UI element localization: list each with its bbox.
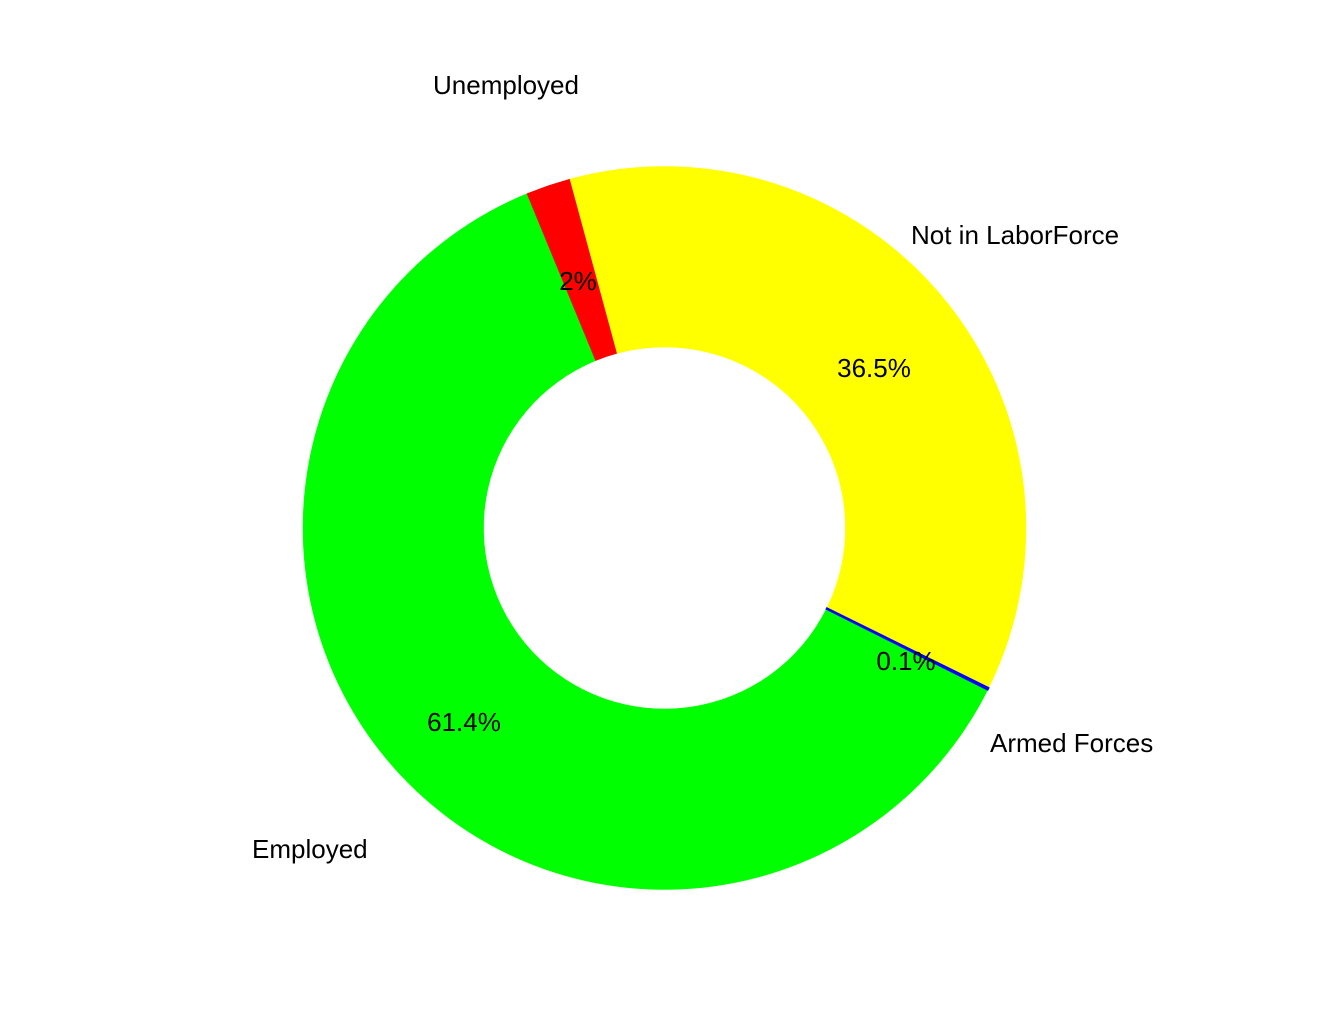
slice-employed <box>302 193 989 890</box>
percent-label-not-in-laborforce: 36.5% <box>837 353 911 383</box>
slices-layer <box>302 166 1027 890</box>
percent-label-employed: 61.4% <box>427 707 501 737</box>
slice-not-in-laborforce <box>569 166 1027 689</box>
percent-labels-layer: 61.4% 2% 36.5% 0.1% <box>427 266 936 737</box>
percent-label-unemployed: 2% <box>559 266 597 296</box>
category-labels-layer: Employed Unemployed Not in LaborForce Armed… <box>252 70 1153 864</box>
category-label-not-in-laborforce: Not in LaborForce <box>911 220 1119 250</box>
slice-armed-forces <box>825 607 990 691</box>
percent-label-armed-forces: 0.1% <box>876 646 935 676</box>
category-label-employed: Employed <box>252 834 368 864</box>
category-label-armed-forces: Armed Forces <box>990 728 1153 758</box>
category-label-unemployed: Unemployed <box>433 70 579 100</box>
